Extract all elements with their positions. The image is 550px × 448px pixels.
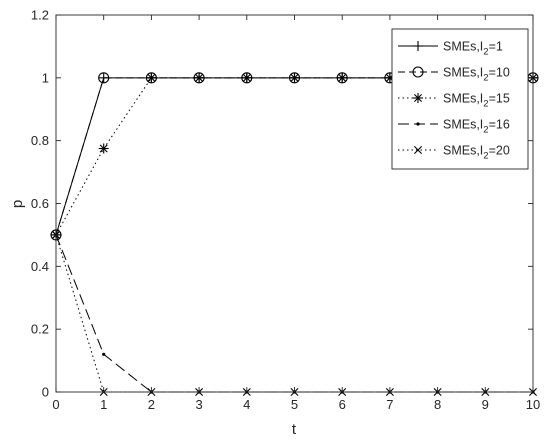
y-tick-label: 0.8 <box>31 133 49 148</box>
x-marker-b <box>414 146 422 154</box>
legend-entry-5: SMEs,I2=20 <box>398 144 510 162</box>
y-tick-label: 1 <box>42 70 49 85</box>
y-tick-label: 0 <box>42 385 49 400</box>
x-tick-label: 6 <box>339 397 346 412</box>
y-tick-label: 0.2 <box>31 322 49 337</box>
legend-label-prefix: SMEs,I <box>443 144 483 158</box>
x-tick-label: 8 <box>434 397 441 412</box>
circle-marker <box>412 66 424 78</box>
asterisk-marker-b <box>99 144 108 153</box>
x-tick-label: 0 <box>52 397 59 412</box>
x-axis-label: t <box>292 421 297 438</box>
legend-label-subscript: 2 <box>483 99 488 110</box>
asterisk-marker-b <box>147 73 156 82</box>
legend-label: SMEs,I2=16 <box>443 118 510 136</box>
legend-marker <box>412 66 424 78</box>
legend-label-prefix: SMEs,I <box>443 40 483 54</box>
legend-label-prefix: SMEs,I <box>443 66 483 80</box>
asterisk-marker-b <box>414 94 422 102</box>
point-marker <box>102 352 106 356</box>
data-point <box>146 72 157 83</box>
legend-label-suffix: =10 <box>489 66 510 80</box>
legend-label-suffix: =1 <box>489 40 503 54</box>
x-tick-label: 5 <box>291 397 298 412</box>
data-point <box>241 72 252 83</box>
legend-entry-3: SMEs,I2=15 <box>398 92 510 110</box>
series-line <box>55 234 533 393</box>
data-point <box>337 72 348 83</box>
legend-label-suffix: =15 <box>489 92 510 106</box>
legend-label-suffix: =16 <box>489 118 510 132</box>
x-tick-label: 2 <box>148 397 155 412</box>
legend-label: SMEs,I2=10 <box>443 66 510 84</box>
legend-marker <box>414 146 422 154</box>
legend-marker <box>416 122 420 126</box>
x-tick-label: 3 <box>195 397 202 412</box>
legend-label: SMEs,I2=20 <box>443 144 510 162</box>
legend-label-subscript: 2 <box>483 151 488 162</box>
y-tick-label: 0.4 <box>31 259 49 274</box>
y-axis-label: p <box>9 200 26 208</box>
asterisk-marker-b <box>242 73 251 82</box>
x-tick-label: 10 <box>526 397 540 412</box>
data-point <box>194 72 205 83</box>
legend-entry-4: SMEs,I2=16 <box>398 118 510 136</box>
legend-marker <box>413 93 423 103</box>
legend-label-subscript: 2 <box>483 73 488 84</box>
x-tick-label: 9 <box>482 397 489 412</box>
asterisk-marker-b <box>338 73 347 82</box>
x-tick-label: 7 <box>386 397 393 412</box>
data-point <box>102 352 106 356</box>
asterisk-marker-b <box>290 73 299 82</box>
legend-label-subscript: 2 <box>483 125 488 136</box>
axes-layer: 0 1 2 3 4 5 6 7 8 9 10 0 0.2 0.4 0.6 0.8 1 1.2 <box>31 8 540 413</box>
legend-label: SMEs,I2=1 <box>443 40 503 58</box>
x-tick-label: 4 <box>243 397 250 412</box>
y-tick-label: 1.2 <box>31 8 49 23</box>
circle-marker <box>98 72 110 84</box>
legend-box <box>391 28 529 170</box>
y-tick-label: 0.6 <box>31 196 49 211</box>
data-point <box>289 72 300 83</box>
legend-marker <box>413 41 423 51</box>
legend-entry-1: SMEs,I2=1 <box>398 40 503 58</box>
legend: SMEs,I2=1SMEs,I2=10SMEs,I2=15SMEs,I2=16S… <box>391 28 529 170</box>
data-point <box>98 143 109 154</box>
legend-label-subscript: 2 <box>483 47 488 58</box>
asterisk-marker-b <box>195 73 204 82</box>
legend-label-prefix: SMEs,I <box>443 92 483 106</box>
point-marker <box>416 122 420 126</box>
legend-entry-2: SMEs,I2=10 <box>398 66 510 84</box>
legend-label-prefix: SMEs,I <box>443 118 483 132</box>
data-point <box>98 72 110 84</box>
x-tick-label: 1 <box>100 397 107 412</box>
legend-label-suffix: =20 <box>489 144 510 158</box>
legend-label: SMEs,I2=15 <box>443 92 510 110</box>
